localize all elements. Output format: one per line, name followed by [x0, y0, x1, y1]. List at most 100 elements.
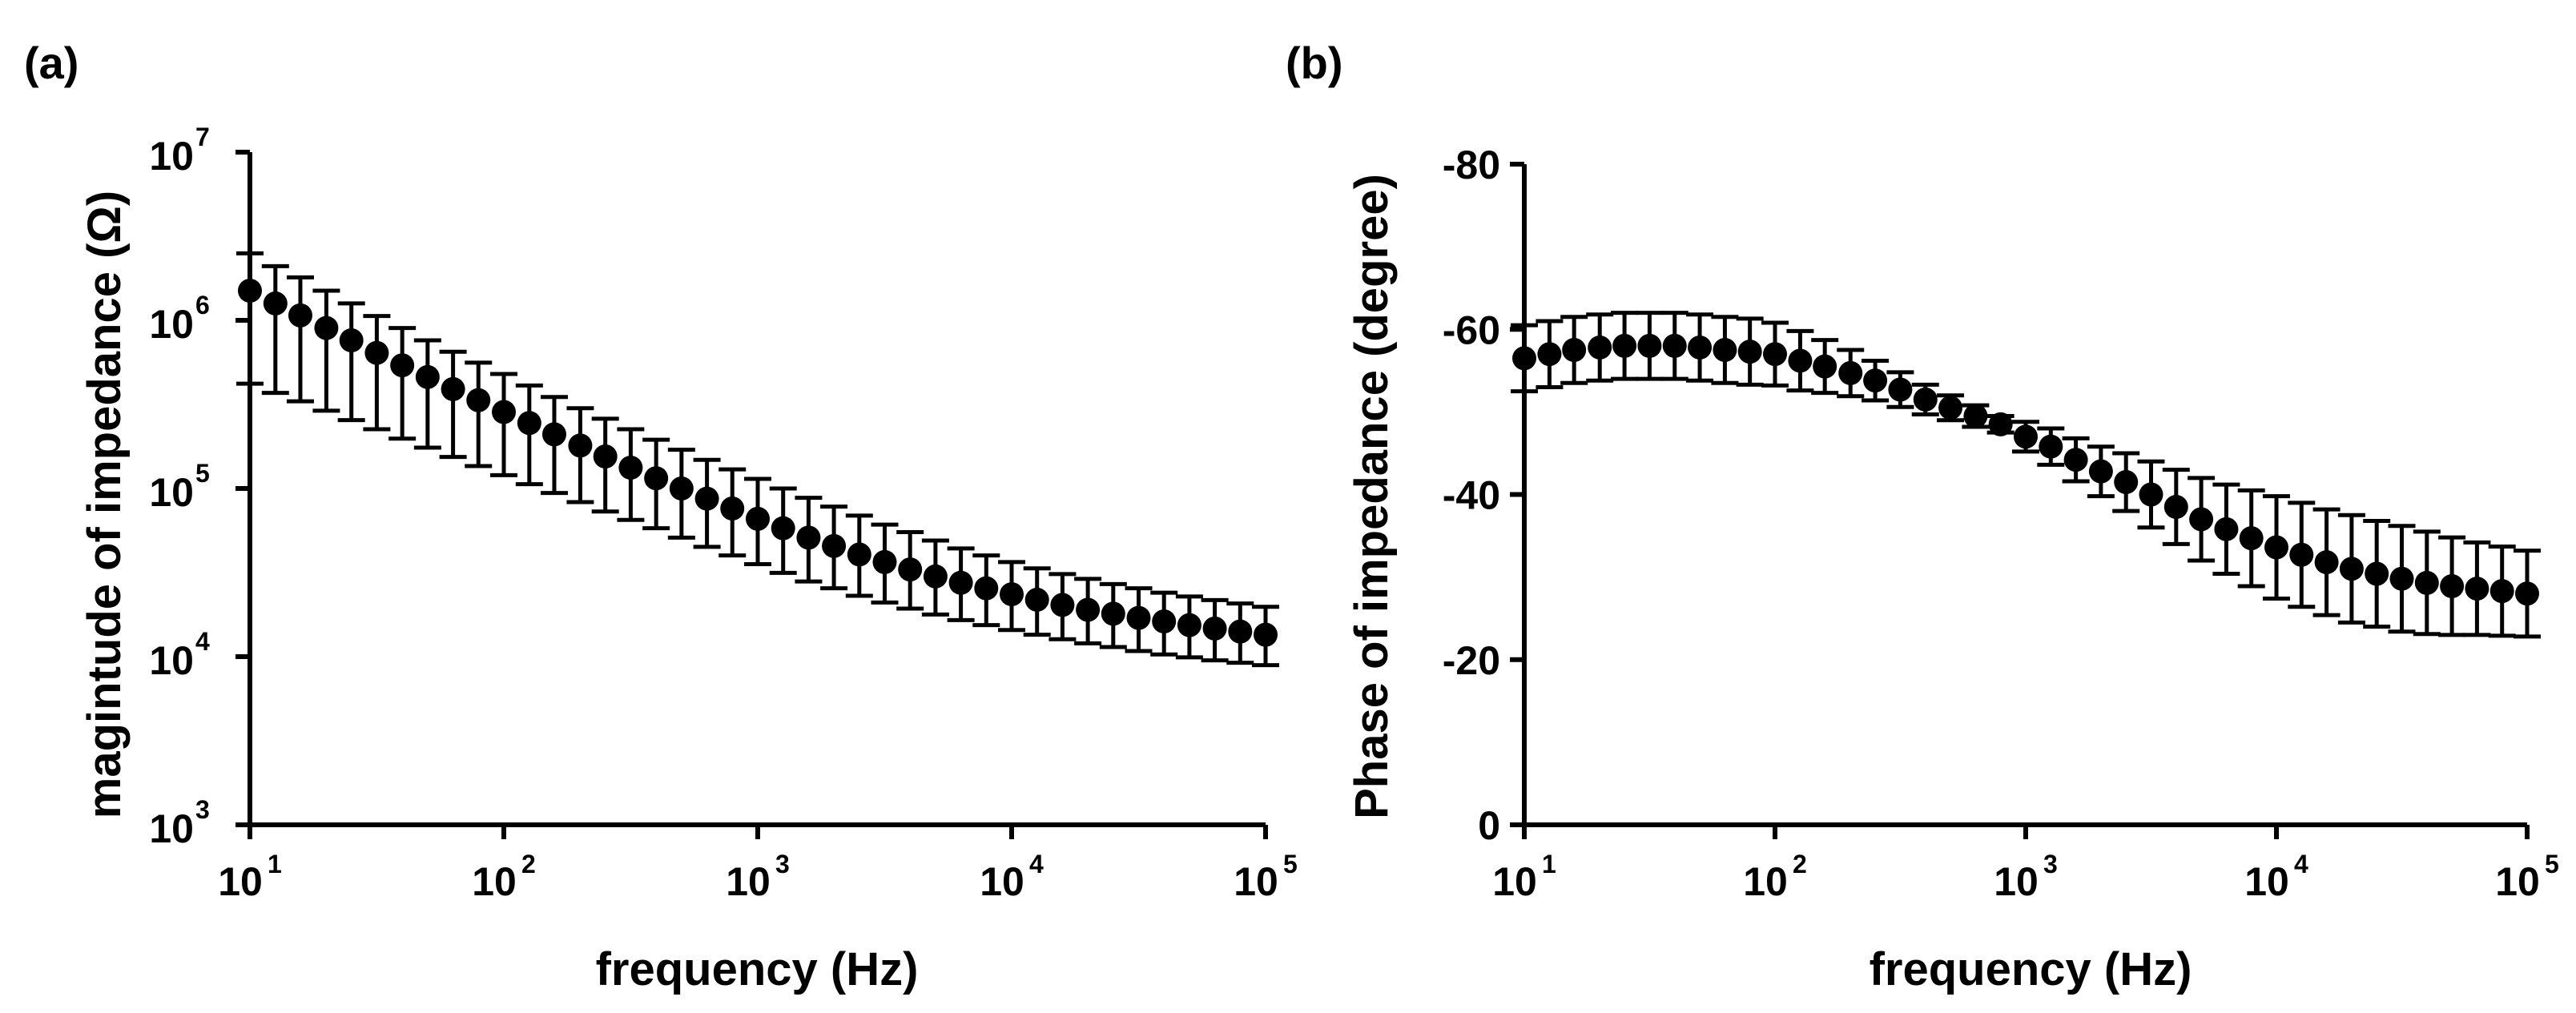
panel-a-error-bar — [286, 275, 314, 404]
panel-b-label: (b) — [1286, 38, 1343, 88]
panel-b-data-point — [2114, 470, 2139, 495]
panel-a-x-tick-label: 10 — [726, 859, 771, 904]
panel-a-y-tick-exponent: 6 — [195, 291, 210, 320]
panel-b-data-point — [2414, 570, 2439, 595]
panel-b-data-point — [1612, 333, 1637, 358]
panel-a-x-tick-label: 10 — [472, 859, 517, 904]
panel-b-x-tick-label: 10 — [1492, 859, 1537, 904]
panel-b-x-tick-label: 10 — [2495, 859, 2540, 904]
panel-a-error-bar — [337, 301, 365, 423]
panel-a-x-tick-exponent: 1 — [268, 850, 282, 878]
panel-a-data-point — [288, 303, 312, 328]
panel-a-data-point — [339, 328, 364, 353]
panel-b-data-point — [2214, 517, 2239, 541]
panel-a-data-point — [415, 364, 440, 389]
panel-a-y-tick-label: 10 — [149, 638, 194, 683]
panel-a-data-point — [746, 506, 770, 531]
panel-b-x-tick-label: 10 — [2244, 859, 2289, 904]
panel-a-y-tick-exponent: 4 — [195, 627, 210, 656]
panel-b-data-point — [1763, 342, 1787, 367]
panel-a-data-point — [618, 455, 643, 480]
panel-a-x-tick-label: 10 — [218, 859, 263, 904]
panel-b-y-ticks: 0 -20 -40 -60 -80 — [1443, 143, 1524, 848]
panel-a-x-axis-label: frequency (Hz) — [596, 943, 919, 995]
panel-a-error-bar — [439, 349, 467, 460]
panel-b-data-point — [1637, 333, 1662, 358]
panel-a-data-point — [948, 570, 973, 595]
panel-a-data-point — [1152, 609, 1177, 634]
panel-a-data-point — [872, 549, 897, 574]
panel-a-points — [238, 279, 1278, 647]
panel-b-x-ticks: 10 1 10 2 10 3 10 4 10 5 — [1492, 825, 2559, 904]
panel-b-data-point — [1938, 396, 1963, 420]
panel-a-data-point — [644, 466, 669, 491]
panel-b-data-point — [1588, 335, 1612, 360]
panel-b-data-point — [2063, 448, 2088, 472]
panel-a-y-axis-label: magintude of impedance (Ω) — [78, 191, 131, 818]
panel-a-data-point — [847, 542, 871, 567]
panel-a-data-point — [314, 316, 339, 340]
panel-b-x-tick-exponent: 5 — [2545, 850, 2559, 878]
panel-b-data-point — [1988, 412, 2013, 436]
panel-b-data-point — [2039, 434, 2063, 459]
panel-a-error-bar — [388, 326, 417, 441]
panel-b-x-tick-exponent: 4 — [2294, 850, 2308, 878]
panel-b-data-point — [2239, 526, 2264, 551]
panel-a-data-point — [492, 400, 516, 424]
panel-a-error-bar — [413, 338, 441, 450]
panel-b-data-point — [2465, 577, 2489, 601]
panel-b-data-point — [1562, 338, 1587, 363]
panel-a-data-point — [669, 476, 694, 500]
panel-a-data-point — [694, 486, 719, 511]
panel-a-data-point — [796, 525, 821, 550]
panel-a-data-point — [1126, 605, 1151, 630]
panel-a-error-bar — [312, 288, 340, 413]
panel-a-x-tick-label: 10 — [1234, 859, 1278, 904]
panel-a-x-tick-exponent: 3 — [775, 850, 790, 878]
panel-b-y-tick-label: -20 — [1443, 638, 1500, 683]
panel-a-data-point — [720, 496, 745, 521]
panel-b-data-point — [2088, 459, 2113, 484]
panel-a-y-tick-exponent: 7 — [195, 123, 210, 151]
panel-b-data-point — [1662, 333, 1687, 358]
panel-b-x-tick-exponent: 1 — [1542, 850, 1556, 878]
panel-b-data-point — [1537, 342, 1562, 367]
panel-b-y-tick-label: -80 — [1443, 143, 1500, 187]
panel-b-data-point — [2365, 561, 2389, 586]
panel-a-y-tick-label: 10 — [149, 470, 194, 515]
panel-a-data-point — [1024, 587, 1049, 612]
panel-b-y-tick-label: -40 — [1443, 473, 1500, 518]
panel-a-data-point — [568, 433, 593, 458]
panel-b-data-point — [2389, 566, 2414, 591]
panel-a-data-point — [1050, 593, 1075, 617]
panel-a-data-point — [1228, 619, 1253, 644]
panel-b-x-tick-exponent: 2 — [1793, 850, 1807, 878]
panel-b-data-point — [1813, 354, 1837, 379]
panel-a-y-tick-label: 10 — [149, 806, 194, 851]
panel-b-data-point — [1688, 335, 1713, 360]
panel-a-x-tick-exponent: 4 — [1029, 850, 1044, 878]
panel-b-data-point — [2289, 542, 2314, 567]
panel-a-x-tick-exponent: 2 — [521, 850, 536, 878]
panel-a-data-point — [822, 533, 847, 558]
panel-a-error-bar — [363, 314, 391, 432]
panel-b-data-point — [1888, 377, 1913, 402]
panel-b-y-tick-label: 0 — [1478, 803, 1500, 848]
panel-a-y-tick-exponent: 5 — [195, 459, 210, 488]
panel-a-data-point — [974, 576, 999, 601]
panel-b-data-point — [2264, 535, 2288, 560]
panel-a-data-point — [364, 340, 389, 365]
panel-a-x-ticks: 10 1 10 2 10 3 10 4 10 5 — [218, 825, 1298, 904]
panel-a-error-bars — [236, 251, 1279, 668]
panel-b-data-point — [1863, 368, 1888, 393]
panel-a-y-tick-label: 10 — [149, 134, 194, 179]
panel-a-data-point — [1202, 616, 1227, 641]
panel-b-x-tick-label: 10 — [1743, 859, 1788, 904]
panel-b: (b) Phase of impedance (degree) frequenc… — [1286, 38, 2559, 995]
panel-b-data-point — [1788, 348, 1813, 373]
panel-a-data-point — [1076, 597, 1101, 622]
panel-b-data-point — [2339, 557, 2364, 581]
panel-a-data-point — [390, 353, 415, 378]
panel-a-y-tick-exponent: 3 — [195, 795, 210, 824]
